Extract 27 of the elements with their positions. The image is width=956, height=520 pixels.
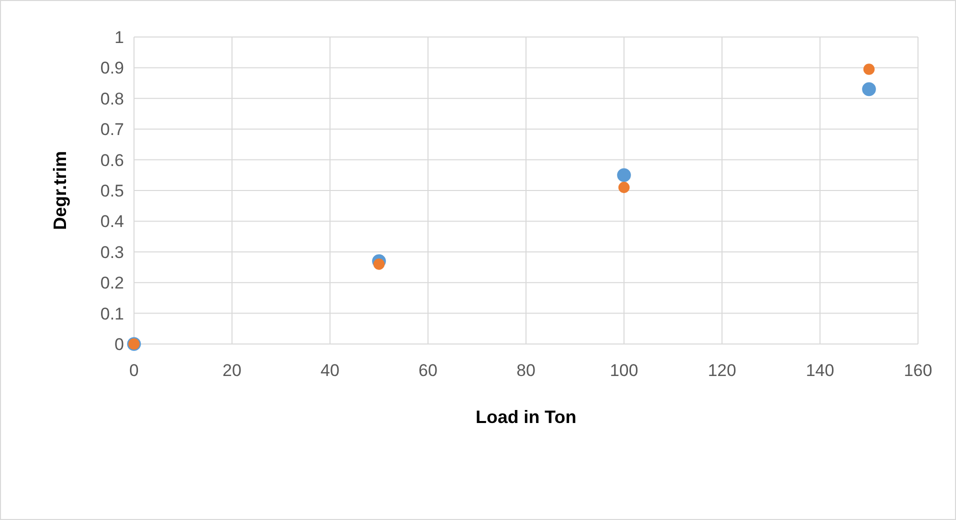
y-tick-label: 0.4: [100, 212, 124, 232]
y-axis-title: Degr.trim: [50, 150, 70, 230]
point: [373, 258, 385, 270]
y-tick-label: 0.2: [100, 274, 124, 293]
point: [618, 182, 630, 194]
x-tick-label: 160: [904, 361, 932, 380]
point: [617, 168, 631, 182]
point: [862, 82, 876, 96]
x-tick-label: 140: [806, 361, 834, 380]
point: [863, 64, 875, 75]
y-tick-label: 0.8: [100, 89, 124, 108]
y-tick-label: 0.9: [100, 58, 124, 78]
x-axis-title: Load in Ton: [476, 407, 576, 427]
y-tick-label: 1: [114, 28, 124, 47]
x-tick-label: 40: [320, 361, 340, 380]
y-tick-label: 0.6: [100, 150, 124, 170]
y-tick-label: 0: [114, 334, 124, 354]
x-tick-label: 80: [516, 361, 536, 380]
x-tick-label: 20: [222, 361, 242, 380]
y-tick-label: 0.3: [100, 242, 124, 262]
x-tick-label: 100: [610, 361, 638, 380]
x-tick-label: 120: [708, 361, 736, 380]
y-tick-label: 0.7: [100, 120, 124, 140]
x-tick-label: 60: [418, 361, 438, 380]
x-tick-label: 0: [129, 361, 139, 380]
y-tick-label: 0.1: [100, 304, 124, 324]
y-tick-label: 0.5: [100, 181, 124, 200]
